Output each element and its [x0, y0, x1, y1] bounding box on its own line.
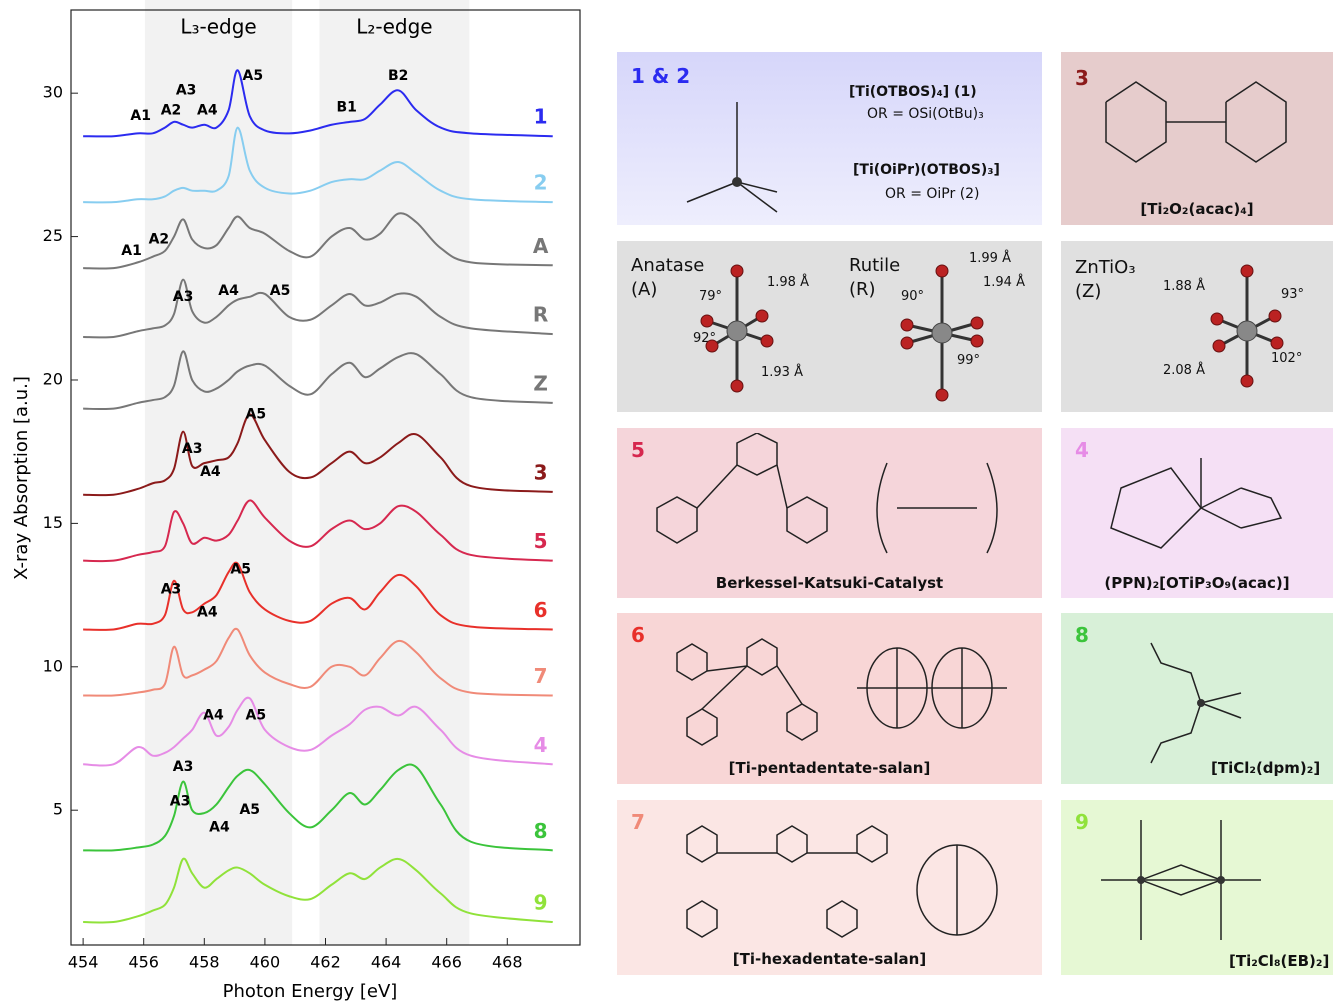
- peak-label: A3: [161, 581, 182, 597]
- caption: (PPN)₂[OTiP₃O₉(acac)]: [1061, 574, 1333, 592]
- region-label: L₂-edge: [356, 15, 432, 39]
- peak-label: A5: [246, 406, 267, 422]
- panel-3: 3 [Ti₂O₂(acac)₄]: [1061, 52, 1333, 225]
- panel-1-2: 1 & 2 [Ti(OTBOS)₄] (1) OR = OSi(OtBu)₃ […: [617, 52, 1042, 225]
- peak-label: A3: [176, 82, 197, 98]
- structure: [1076, 62, 1326, 192]
- formula: [Ti(OTBOS)₄] (1): [849, 84, 977, 100]
- formula: [Ti(OiPr)(OTBOS)₃]: [853, 162, 1000, 178]
- panel-znti: ZnTiO₃ (Z) 1.88 Å 93° 2.08 Å 102°: [1061, 241, 1333, 412]
- y-tick-label: 30: [43, 83, 63, 102]
- panel-6: 6 [Ti-pentadentate-salan]: [617, 613, 1042, 784]
- peak-label: A3: [173, 289, 194, 305]
- peak-label: A4: [209, 819, 230, 835]
- peak-label: B1: [336, 100, 356, 116]
- structure: [1081, 448, 1331, 568]
- peak-label: A4: [197, 604, 218, 620]
- formula-note: OR = OiPr (2): [885, 186, 980, 202]
- structure: [627, 72, 807, 222]
- peak-label: A5: [239, 802, 260, 818]
- caption: [Ti₂O₂(acac)₄]: [1061, 200, 1333, 218]
- y-tick-label: 15: [43, 513, 63, 532]
- caption: Berkessel-Katsuki-Catalyst: [617, 574, 1042, 592]
- x-tick-label: 466: [431, 953, 462, 972]
- structure: [1091, 623, 1271, 773]
- peak-label: B2: [388, 68, 408, 84]
- peak-label: A2: [149, 231, 170, 247]
- x-tick-label: 458: [189, 953, 220, 972]
- peak-label: A3: [170, 794, 191, 810]
- peak-label: A4: [218, 283, 239, 299]
- series-label: Z: [533, 371, 548, 395]
- x-tick-label: 456: [128, 953, 159, 972]
- panel-number: 8: [1075, 623, 1089, 647]
- figure: Photon Energy [eV] X-ray Absorption [a.u…: [0, 0, 1335, 1002]
- panel-9: 9 [Ti₂Cl₈(EB)₂]: [1061, 800, 1333, 975]
- structure: [1071, 810, 1321, 950]
- peak-label: A3: [182, 441, 203, 457]
- caption: [Ti-pentadentate-salan]: [617, 759, 1042, 777]
- peak-label: A5: [230, 561, 251, 577]
- panel-8: 8 [TiCl₂(dpm)₂]: [1061, 613, 1333, 784]
- structure: [627, 618, 1027, 748]
- panel-crystal: Anatase (A) 1.98 Å 79° 92° 1.93 Å Rutile…: [617, 241, 1042, 412]
- octahedron: [1061, 241, 1333, 412]
- x-axis-title: Photon Energy [eV]: [223, 981, 398, 1002]
- caption: [Ti-hexadentate-salan]: [617, 950, 1042, 968]
- series-label: 4: [534, 733, 548, 757]
- y-tick-label: 25: [43, 226, 63, 245]
- peak-label: A5: [242, 68, 263, 84]
- y-tick-label: 5: [53, 800, 63, 819]
- series-label: 2: [534, 171, 548, 195]
- series-label: R: [533, 303, 548, 327]
- structure: [627, 805, 1027, 945]
- octahedra: [617, 241, 1042, 412]
- series-label: 9: [534, 891, 548, 915]
- series-label: 6: [534, 598, 548, 622]
- series-label: 8: [534, 819, 548, 843]
- peak-label: A4: [203, 708, 224, 724]
- panel-4: 4 (PPN)₂[OTiP₃O₉(acac)]: [1061, 428, 1333, 598]
- y-tick-label: 20: [43, 369, 63, 388]
- caption: [Ti₂Cl₈(EB)₂]: [1229, 952, 1329, 970]
- peak-label: A1: [121, 243, 142, 259]
- edge-region: [319, 0, 469, 945]
- y-axis-title: X-ray Absorption [a.u.]: [11, 376, 32, 580]
- formula-note: OR = OSi(OtBu)₃: [867, 106, 984, 122]
- peak-label: A4: [200, 464, 221, 480]
- peak-label: A3: [173, 759, 194, 775]
- peak-label: A5: [246, 708, 267, 724]
- panel-5: 5 Berkessel-Katsuki-Catalyst: [617, 428, 1042, 598]
- x-tick-label: 460: [250, 953, 281, 972]
- series-label: 1: [534, 105, 548, 129]
- x-tick-label: 454: [68, 953, 99, 972]
- peak-label: A1: [130, 108, 151, 124]
- caption: [TiCl₂(dpm)₂]: [1211, 759, 1320, 777]
- peak-label: A5: [270, 283, 291, 299]
- series-label: A: [533, 234, 549, 258]
- region-label: L₃-edge: [180, 15, 256, 39]
- peak-label: A4: [197, 102, 218, 118]
- series-label: 5: [534, 529, 548, 553]
- panel-7: 7 [Ti-hexadentate-salan]: [617, 800, 1042, 975]
- x-tick-label: 468: [492, 953, 523, 972]
- spectra-chart: Photon Energy [eV] X-ray Absorption [a.u…: [0, 0, 600, 1002]
- structure: [627, 433, 1027, 563]
- peak-label: A2: [161, 102, 182, 118]
- x-tick-label: 462: [310, 953, 341, 972]
- x-tick-label: 464: [371, 953, 402, 972]
- series-label: 7: [534, 664, 548, 688]
- y-tick-label: 10: [43, 656, 63, 675]
- series-label: 3: [534, 460, 548, 484]
